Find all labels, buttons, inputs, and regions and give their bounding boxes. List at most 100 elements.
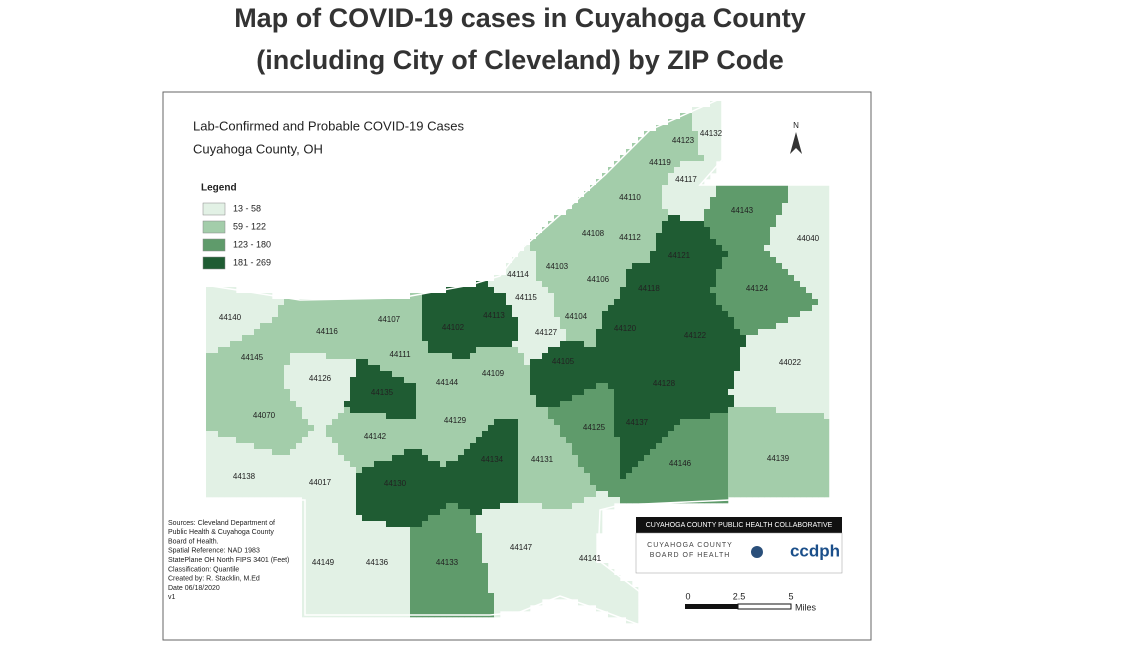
zip-area-cell bbox=[608, 473, 615, 480]
zip-area-cell bbox=[344, 587, 351, 594]
zip-area-cell bbox=[704, 395, 711, 402]
zip-area-cell bbox=[602, 413, 609, 420]
zip-area-cell bbox=[236, 413, 243, 420]
zip-area-cell bbox=[410, 419, 417, 426]
zip-area-cell bbox=[662, 335, 669, 342]
zip-area-cell bbox=[530, 509, 537, 516]
zip-area-cell bbox=[398, 425, 405, 432]
zip-area-cell bbox=[326, 515, 333, 522]
zip-area-cell bbox=[596, 395, 603, 402]
zip-area-cell bbox=[716, 221, 723, 228]
zip-area-cell bbox=[686, 455, 693, 462]
zip-area-cell bbox=[590, 563, 597, 570]
zip-area-cell bbox=[638, 275, 645, 282]
zip-area-cell bbox=[566, 227, 573, 234]
zip-area-cell bbox=[398, 503, 405, 510]
zip-area-cell bbox=[236, 305, 243, 312]
zip-area-cell bbox=[668, 155, 675, 162]
zip-area-cell bbox=[470, 449, 477, 456]
zip-area-cell bbox=[284, 437, 291, 444]
zip-area-cell bbox=[584, 431, 591, 438]
zip-area-cell bbox=[446, 383, 453, 390]
zip-area-cell bbox=[446, 425, 453, 432]
zip-area-cell bbox=[626, 449, 633, 456]
zip-area-cell bbox=[308, 347, 315, 354]
zip-area-cell bbox=[434, 509, 441, 516]
zip-area-cell bbox=[488, 347, 495, 354]
zip-area-cell bbox=[500, 359, 507, 366]
zip-area-cell bbox=[668, 425, 675, 432]
zip-area-cell bbox=[734, 293, 741, 300]
zip-area-cell bbox=[224, 311, 231, 318]
zip-area-cell bbox=[236, 479, 243, 486]
zip-area-cell bbox=[656, 245, 663, 252]
zip-area-cell bbox=[518, 425, 525, 432]
zip-area-cell bbox=[566, 473, 573, 480]
zip-area-cell bbox=[608, 275, 615, 282]
zip-area-cell bbox=[368, 377, 375, 384]
zip-area-cell bbox=[494, 359, 501, 366]
zip-area-cell bbox=[332, 353, 339, 360]
zip-area-cell bbox=[590, 233, 597, 240]
zip-area-cell bbox=[554, 227, 561, 234]
zip-area-cell bbox=[692, 497, 699, 504]
zip-area-cell bbox=[350, 419, 357, 426]
zip-area-cell bbox=[362, 449, 369, 456]
zip-area-cell bbox=[440, 569, 447, 576]
zip-area-cell bbox=[752, 221, 759, 228]
zip-area-cell bbox=[410, 611, 417, 618]
zip-area-cell bbox=[722, 287, 729, 294]
zip-area-cell bbox=[728, 251, 735, 258]
zip-area-cell bbox=[326, 359, 333, 366]
zip-area-cell bbox=[380, 425, 387, 432]
zip-area-cell bbox=[566, 257, 573, 264]
zip-area-cell bbox=[224, 449, 231, 456]
zip-area-cell bbox=[236, 347, 243, 354]
zip-area-cell bbox=[578, 437, 585, 444]
zip-area-cell bbox=[662, 173, 669, 180]
zip-area-cell bbox=[278, 305, 285, 312]
zip-area-cell bbox=[536, 299, 543, 306]
zip-area-cell bbox=[506, 497, 513, 504]
zip-area-cell bbox=[680, 365, 687, 372]
zip-area-cell bbox=[548, 485, 555, 492]
zip-area-cell bbox=[374, 455, 381, 462]
zip-area-cell bbox=[380, 329, 387, 336]
zip-area-cell bbox=[404, 581, 411, 588]
zip-area-cell bbox=[566, 425, 573, 432]
zip-area-cell bbox=[650, 485, 657, 492]
zip-area-cell bbox=[608, 449, 615, 456]
zip-area-cell bbox=[416, 401, 423, 408]
zip-area-cell bbox=[704, 209, 711, 216]
zip-area-cell bbox=[668, 491, 675, 498]
zip-area-cell bbox=[650, 215, 657, 222]
zip-area-cell bbox=[410, 497, 417, 504]
zip-area-cell bbox=[482, 281, 489, 288]
zip-area-cell bbox=[272, 407, 279, 414]
zip-area-cell bbox=[518, 281, 525, 288]
zip-area-cell bbox=[452, 287, 459, 294]
zip-area-cell bbox=[512, 335, 519, 342]
zip-area-cell bbox=[272, 317, 279, 324]
zip-area-cell bbox=[362, 383, 369, 390]
zip-area-cell bbox=[590, 419, 597, 426]
zip-area-cell bbox=[350, 605, 357, 612]
zip-area-cell bbox=[608, 491, 615, 498]
zip-area-cell bbox=[350, 389, 357, 396]
zip-area-cell bbox=[248, 449, 255, 456]
zip-area-cell bbox=[242, 371, 249, 378]
zip-area-cell bbox=[380, 353, 387, 360]
zip-area-cell bbox=[716, 353, 723, 360]
zip-area-cell bbox=[656, 359, 663, 366]
zip-area-cell bbox=[452, 503, 459, 510]
zip-area-cell bbox=[698, 485, 705, 492]
zip-area-cell bbox=[350, 305, 357, 312]
zip-area-cell bbox=[266, 407, 273, 414]
zip-area-cell bbox=[380, 593, 387, 600]
zip-area-cell bbox=[338, 425, 345, 432]
zip-area-cell bbox=[350, 515, 357, 522]
zip-area-cell bbox=[548, 299, 555, 306]
zip-area-cell bbox=[362, 317, 369, 324]
zip-area-cell bbox=[572, 485, 579, 492]
